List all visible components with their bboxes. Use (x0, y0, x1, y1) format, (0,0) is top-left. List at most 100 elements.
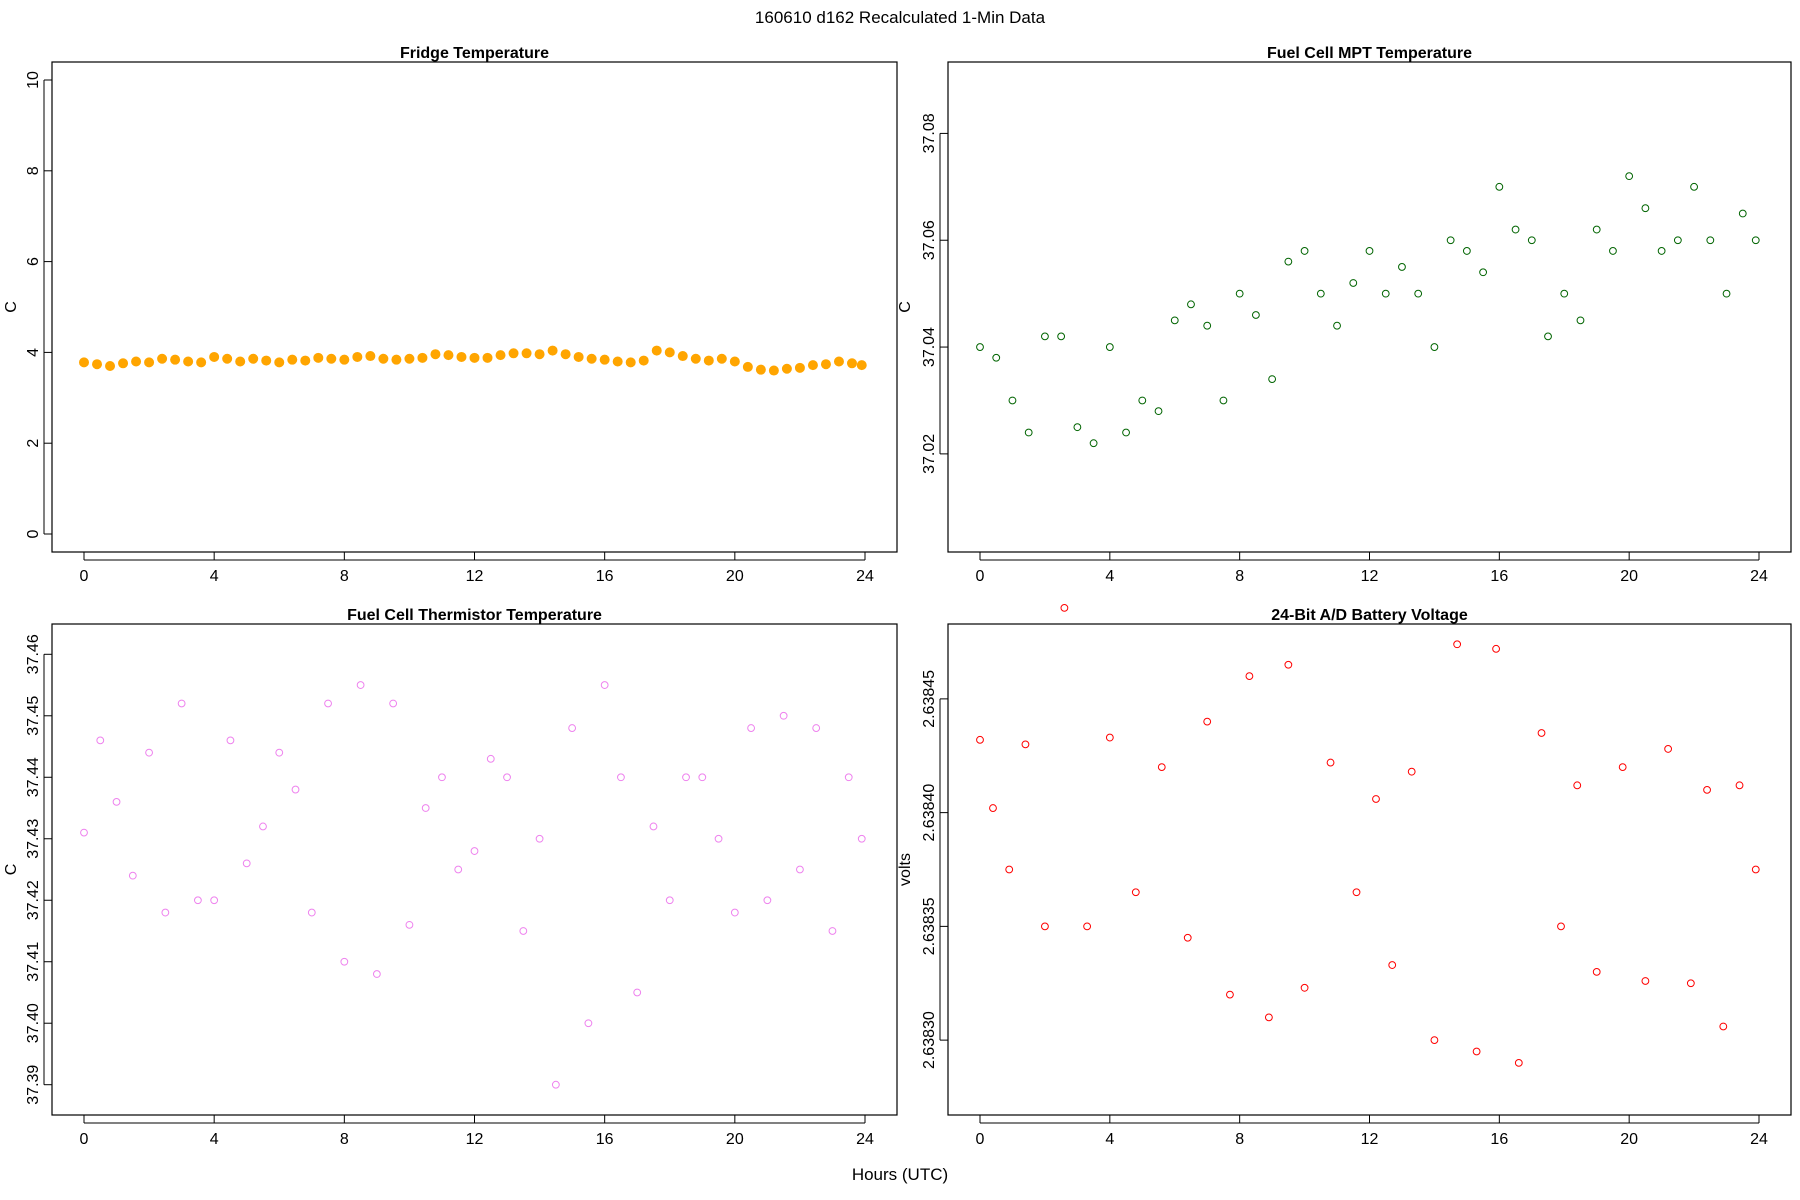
data-point (1609, 247, 1617, 255)
data-point (1041, 332, 1049, 341)
data-point (1021, 740, 1030, 749)
plot-frame (51, 61, 898, 553)
data-point (729, 356, 740, 367)
data-point (118, 358, 129, 369)
data-point (976, 343, 984, 351)
data-point (1381, 289, 1390, 298)
data-point (1024, 428, 1033, 437)
y-tick-label: 37.39 (25, 1065, 42, 1105)
data-point (92, 359, 103, 370)
data-point (1592, 225, 1601, 234)
data-point (812, 724, 821, 732)
data-point (698, 773, 707, 782)
data-point (1751, 865, 1760, 874)
panel-fuel-cell-mpt-temperature: Fuel Cell MPT Temperature C 0 4 8 12 16 20 24 37.… (897, 45, 1792, 585)
data-point (1576, 316, 1585, 325)
data-point (248, 353, 259, 364)
data-point (1008, 396, 1017, 405)
data-point (1268, 375, 1277, 384)
data-point (1703, 785, 1711, 794)
data-point (1105, 343, 1114, 351)
x-tick-label: 20 (1620, 568, 1638, 585)
y-tick-label: 37.42 (25, 880, 42, 920)
data-point (1462, 247, 1471, 255)
data-point (586, 353, 597, 364)
panel-title: Fridge Temperature (400, 45, 549, 62)
x-tick-label: 12 (1361, 568, 1379, 585)
data-point (157, 353, 168, 364)
data-point (372, 970, 381, 978)
data-point (1105, 733, 1114, 742)
data-point (1219, 396, 1228, 405)
y-tick-label: 37.44 (25, 757, 42, 797)
x-tick-label: 8 (1235, 568, 1244, 585)
data-point (794, 362, 805, 373)
data-point (438, 773, 446, 782)
data-point (1316, 289, 1325, 298)
panel-title: 24-Bit A/D Battery Voltage (1271, 607, 1468, 624)
y-tick-label: 37.43 (25, 819, 42, 859)
data-point (469, 352, 480, 363)
data-point (651, 345, 662, 356)
data-point (856, 360, 867, 371)
data-point (1284, 660, 1293, 669)
data-point (307, 908, 316, 917)
data-point (1245, 672, 1254, 681)
data-point (1352, 888, 1361, 897)
data-point (365, 351, 376, 362)
data-point (1365, 247, 1374, 255)
data-point (1372, 795, 1380, 803)
data-point (1664, 745, 1673, 753)
y-tick-label: 37.46 (25, 634, 42, 674)
y-tick-label: 37.40 (25, 1003, 42, 1043)
data-point (131, 356, 142, 367)
x-tick-label: 16 (1490, 568, 1508, 585)
data-point (755, 364, 766, 375)
data-point (1495, 182, 1504, 191)
data-point (324, 699, 332, 708)
data-point (1657, 247, 1666, 255)
data-point (1492, 644, 1500, 653)
data-point (259, 822, 267, 831)
data-point (551, 1080, 560, 1089)
data-point (820, 359, 831, 370)
data-point (1264, 1013, 1273, 1022)
data-point (1453, 640, 1462, 649)
data-point (1407, 767, 1416, 776)
data-point (430, 349, 441, 360)
data-point (1073, 423, 1082, 432)
data-point (193, 896, 202, 905)
y-tick-label: 37.41 (25, 942, 42, 982)
data-point (1005, 865, 1014, 874)
data-point (486, 754, 495, 763)
data-point (612, 356, 623, 367)
data-point (1284, 257, 1293, 266)
data-point (177, 699, 186, 708)
data-point (1472, 1047, 1481, 1056)
data-point (242, 859, 251, 868)
x-tick-label: 0 (80, 568, 89, 585)
data-point (1690, 182, 1698, 191)
data-point (1138, 396, 1147, 405)
data-point (1738, 209, 1747, 218)
data-point (846, 358, 857, 369)
data-point (714, 834, 723, 843)
x-tick-label: 12 (466, 1131, 484, 1148)
data-point (287, 354, 298, 365)
data-point (291, 785, 300, 794)
panel-title: Fuel Cell Thermistor Temperature (347, 607, 602, 624)
data-point (443, 350, 454, 361)
data-point (226, 736, 235, 745)
y-tick-label: 2.63835 (921, 897, 938, 955)
y-tick-label: 8 (25, 166, 42, 175)
data-point (547, 345, 558, 356)
data-point (300, 355, 311, 366)
data-point (389, 699, 398, 708)
data-point (404, 353, 415, 364)
data-point (617, 773, 625, 782)
y-tick-label: 37.02 (921, 434, 938, 474)
y-axis-label: C (897, 301, 914, 313)
data-point (1122, 428, 1130, 437)
x-tick-label: 0 (976, 1131, 985, 1148)
data-point (183, 356, 194, 367)
